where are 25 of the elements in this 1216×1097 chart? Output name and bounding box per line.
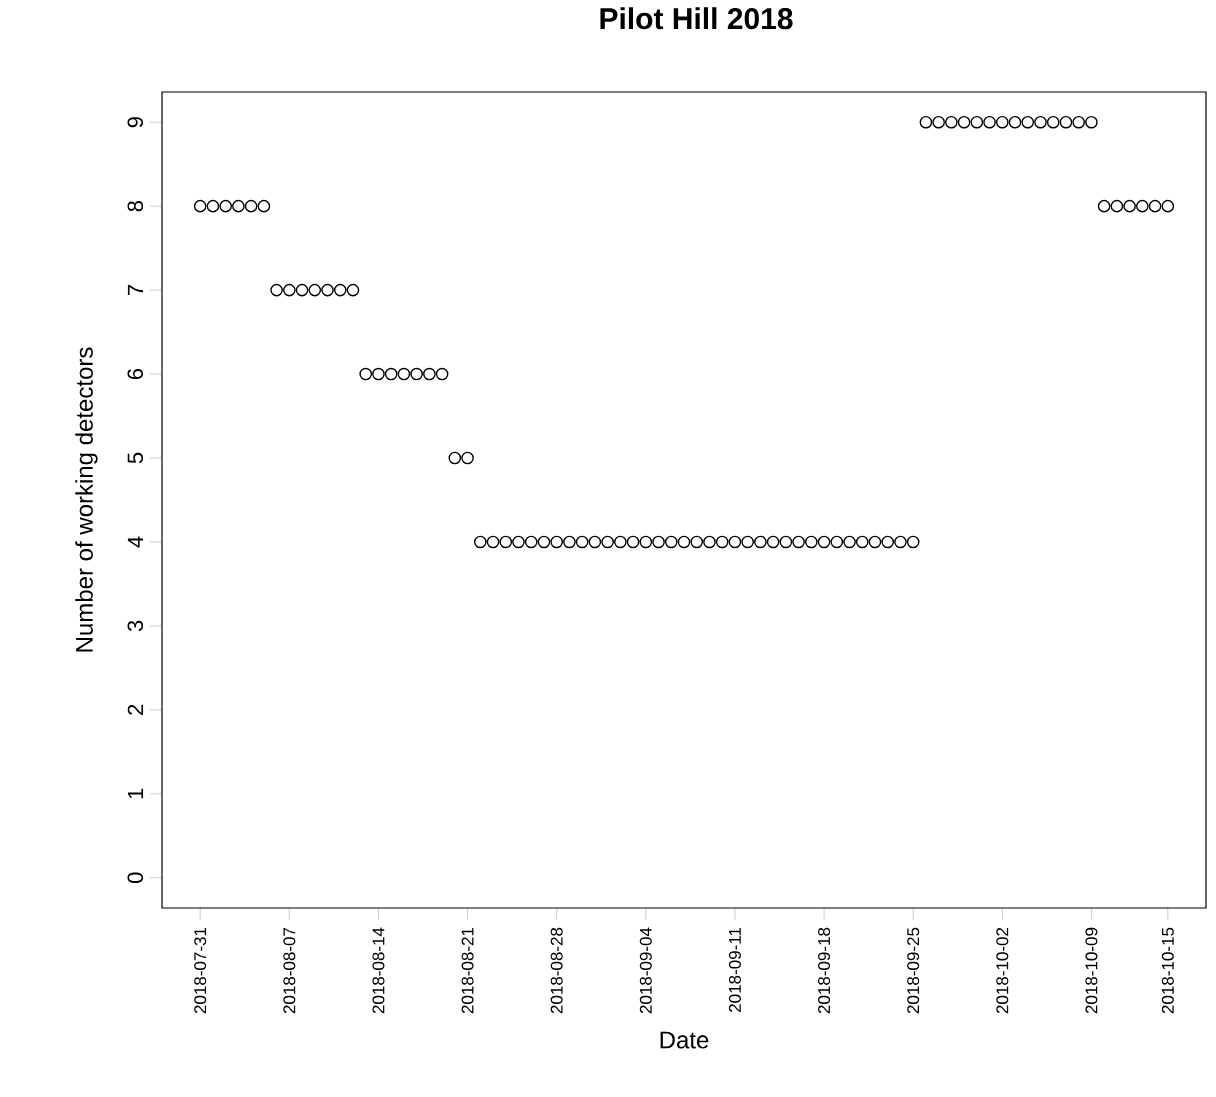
y-tick-label: 8 [127,201,144,212]
y-tick-label: 9 [127,117,144,128]
y-tick-label: 0 [127,872,144,884]
x-tick-label: 2018-07-31 [194,927,207,1014]
x-tick-label: 2018-09-25 [907,927,920,1014]
x-tick-label: 2018-09-04 [639,927,652,1014]
y-tick-label: 2 [127,704,144,715]
y-tick-label: 5 [127,452,144,464]
x-tick-label: 2018-09-18 [818,927,831,1014]
x-tick-label: 2018-08-28 [550,927,563,1014]
x-tick-label: 2018-08-14 [372,927,385,1014]
x-tick-label: 2018-09-11 [728,927,741,1012]
chart-title: Pilot Hill 2018 [600,7,793,30]
y-tick-label: 4 [127,536,144,548]
y-tick-label: 7 [127,285,144,296]
y-axis-title: Number of working detectors [75,347,98,652]
y-tick-label: 6 [127,368,144,380]
y-tick-label: 1 [127,788,144,799]
x-tick-label: 2018-10-09 [1085,927,1098,1014]
y-tick-label: 3 [127,620,144,632]
x-tick-label: 2018-10-02 [996,927,1009,1014]
x-tick-label: 2018-08-21 [461,927,474,1014]
x-tick-label: 2018-08-07 [283,927,296,1014]
x-tick-label: 2018-10-15 [1161,927,1174,1014]
x-axis-title: Date [660,1031,709,1049]
